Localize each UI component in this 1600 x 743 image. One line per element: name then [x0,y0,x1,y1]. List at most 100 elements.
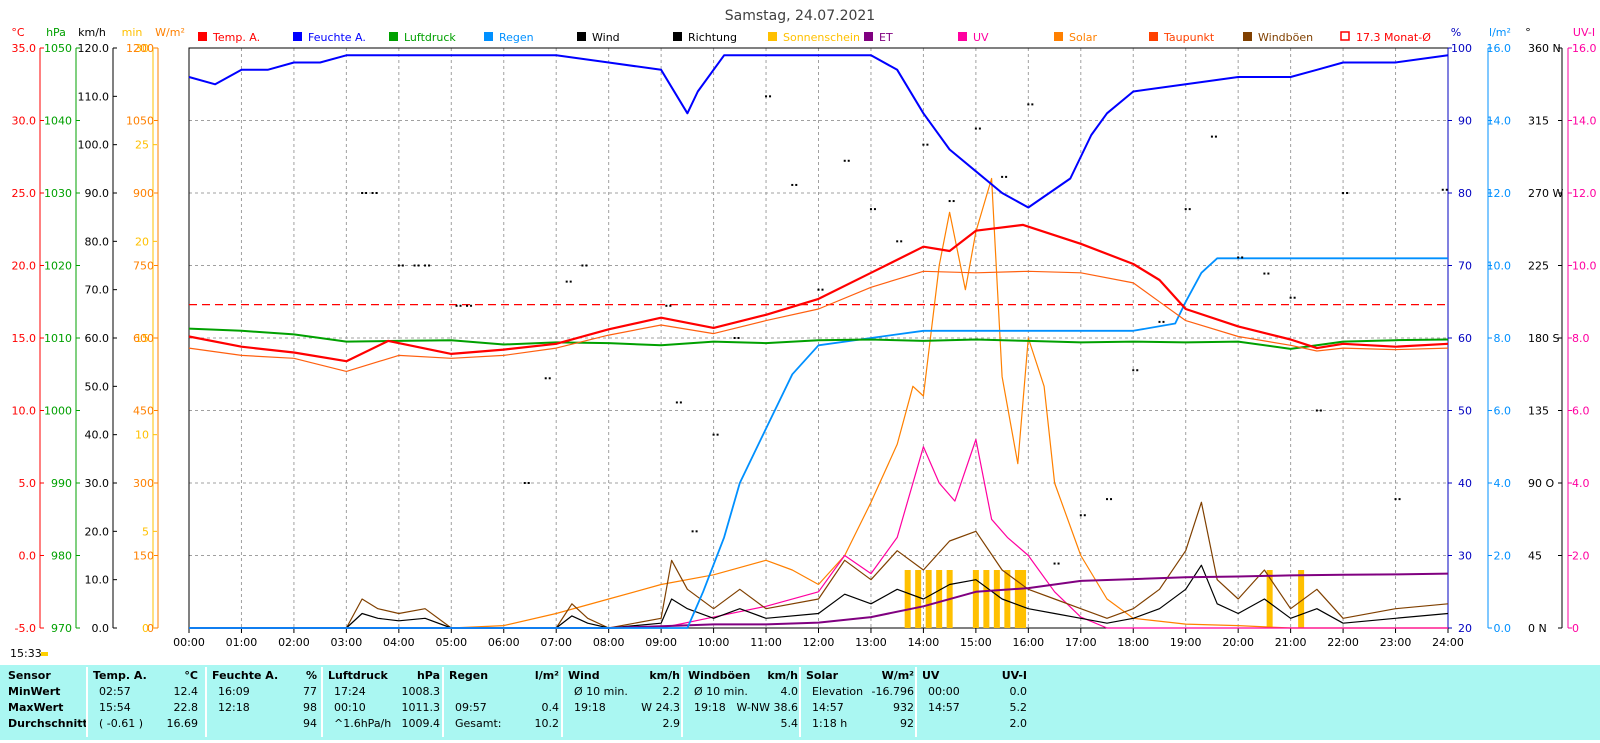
series-line-et [189,572,1449,629]
direction-point [712,433,715,436]
direction-tick-label: 90 O [1528,477,1554,490]
direction-point [527,482,530,484]
stats-panel: Sensor Temp. A. °C Feuchte A.% Luftdruck hPa R… [0,665,1600,740]
humidity-tick-label: 70 [1458,260,1472,273]
direction-point [581,264,584,267]
legend-item: Wind [577,31,620,44]
stats-row-label: Durchschnitt [8,717,88,730]
x-tick-label: 01:00 [226,636,258,649]
direction-tick-label: 0 N [1528,622,1547,635]
series-line-regen [189,257,1448,629]
stats-cell-value: 16.69 [167,717,199,730]
sunshine-bar [983,570,990,628]
stats-cell-note: Elevation [812,685,863,698]
stats-cell-value: 932 [893,701,914,714]
stats-cell-value: 5.2 [1010,701,1028,714]
legend-label: Temp. A. [212,31,260,44]
stats-cell-value: 77 [303,685,317,698]
stats-header-unit: UV-I [1002,669,1027,682]
solar-tick-label: 450 [133,405,154,418]
legend-swatch [198,32,207,41]
x-tick-label: 13:00 [855,636,887,649]
direction-point [716,433,719,436]
stats-header-unit: l/m² [535,669,559,682]
legend-item: 17.3 Monat-Ø [1340,31,1431,44]
direction-point [459,304,462,307]
direction-point [1342,192,1345,194]
legend-label: UV [973,31,989,44]
humidity-tick-label: 30 [1458,550,1472,563]
direction-point [1027,103,1030,106]
legend-label: Taupunkt [1163,31,1215,44]
x-tick-label: 15:00 [960,636,992,649]
sunshine-bar [904,570,911,628]
humidity-axis: % 100 90 80 70 60 50 40 30 20 [1447,26,1472,635]
stats-cell-value: W 24.3 [641,701,680,714]
direction-point [1445,188,1448,191]
series-line-luftdruck [188,327,1449,350]
legend-swatch [1243,32,1252,41]
humidity-tick-label: 40 [1458,477,1472,490]
legend-swatch [293,32,302,41]
stats-cell-value: 2.0 [1010,717,1028,730]
temp-tick-label: 15.0 [12,332,37,345]
direction-point [466,304,469,307]
stats-header-unit: km/h [767,669,798,682]
direction-point [978,127,981,130]
legend-label: Windböen [1258,31,1313,44]
sunmin-tick-label: 5 [142,525,149,538]
x-tick-label: 21:00 [1275,636,1307,649]
stats-cell-note: Gesamt: [455,717,502,730]
direction-point [417,264,420,267]
direction-point [665,304,668,307]
legend-label: ET [879,31,893,44]
sunshine-bar [972,570,979,628]
legend-item: Richtung [673,31,737,44]
uv-axis-unit: UV-I [1573,26,1595,39]
sunmin-tick-label: 15 [135,332,149,345]
direction-point [896,240,899,243]
direction-point [695,530,698,533]
stats-cell-note: 14:57 [812,701,844,714]
legend-label: Luftdruck [404,31,456,44]
uv-tick-label: 10.0 [1572,260,1597,273]
direction-point [843,159,846,162]
direction-point [397,264,400,267]
legend-swatch [673,32,682,41]
direction-point [470,304,473,307]
direction-axis: ° 360 N 315 270 W 225 180 S 135 90 O 45 0 N [1525,26,1563,635]
solar-axis-unit: W/m² [155,26,185,39]
direction-point [1132,369,1135,372]
plot-area [188,54,1449,629]
sunshine-bar [925,570,932,628]
direction-point [523,482,526,484]
x-tick-label: 00:00 [173,636,205,649]
direction-point [455,304,458,307]
direction-point [1001,175,1004,178]
stats-cell-value: 1009.4 [402,717,441,730]
sunshine-bar [915,570,922,628]
stats-cell-note: 00:10 [334,701,366,714]
humidity-tick-label: 80 [1458,187,1472,200]
direction-point [565,280,568,283]
direction-point [1162,320,1165,323]
direction-axis-unit: ° [1525,26,1531,39]
stats-header: Solar [806,669,839,682]
sunshine-bar [1020,570,1027,628]
uv-tick-label: 6.0 [1572,405,1590,418]
temp-tick-label: 10.0 [12,405,37,418]
wind-tick-label: 60.0 [85,332,110,345]
stats-header: Temp. A. [93,669,147,682]
legend-item: UV [958,31,989,44]
legend-label: Sonnenschein [783,31,860,44]
direction-point [365,192,368,194]
direction-point [1136,369,1139,372]
direction-point [873,208,876,211]
sunshine-bar [936,570,943,628]
legend-item: Temp. A. [198,31,260,44]
solar-tick-label: 750 [133,260,154,273]
stats-cell-value: 22.8 [174,701,199,714]
pressure-tick-label: 1040 [44,115,72,128]
pressure-tick-label: 980 [51,550,72,563]
stats-cell-value: 0.4 [542,701,560,714]
